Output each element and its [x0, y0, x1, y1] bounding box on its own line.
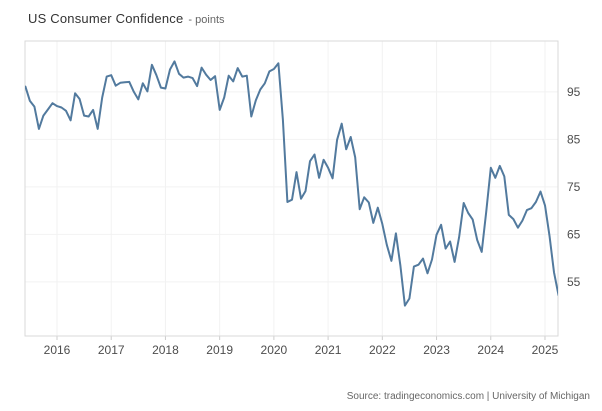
x-axis-tick-label: 2020	[261, 343, 288, 357]
x-axis-tick-label: 2022	[369, 343, 396, 357]
x-axis-tick-label: 2024	[477, 343, 504, 357]
plot-border	[24, 40, 559, 337]
x-axis-tick-label: 2016	[44, 343, 71, 357]
x-axis-tick-label: 2025	[532, 343, 559, 357]
series-line	[25, 60, 558, 307]
chart-title: US Consumer Confidence	[28, 11, 184, 26]
source-attribution: Source: tradingeconomics.com | Universit…	[346, 391, 590, 402]
y-axis-tick-label: 85	[567, 132, 581, 146]
x-axis-tick-label: 2018	[152, 343, 179, 357]
chart-header: US Consumer Confidence - points	[28, 10, 225, 28]
x-axis-tick-label: 2021	[315, 343, 342, 357]
x-axis-tick-label: 2023	[423, 343, 450, 357]
chart-subtitle: - points	[188, 14, 225, 26]
y-axis-tick-label: 65	[567, 227, 581, 241]
x-axis-tick-label: 2019	[206, 343, 233, 357]
y-axis-tick-label: 75	[567, 180, 581, 194]
y-axis-tick-label: 95	[567, 85, 581, 99]
y-axis-tick-label: 55	[567, 275, 581, 289]
x-axis-tick-label: 2017	[98, 343, 125, 357]
